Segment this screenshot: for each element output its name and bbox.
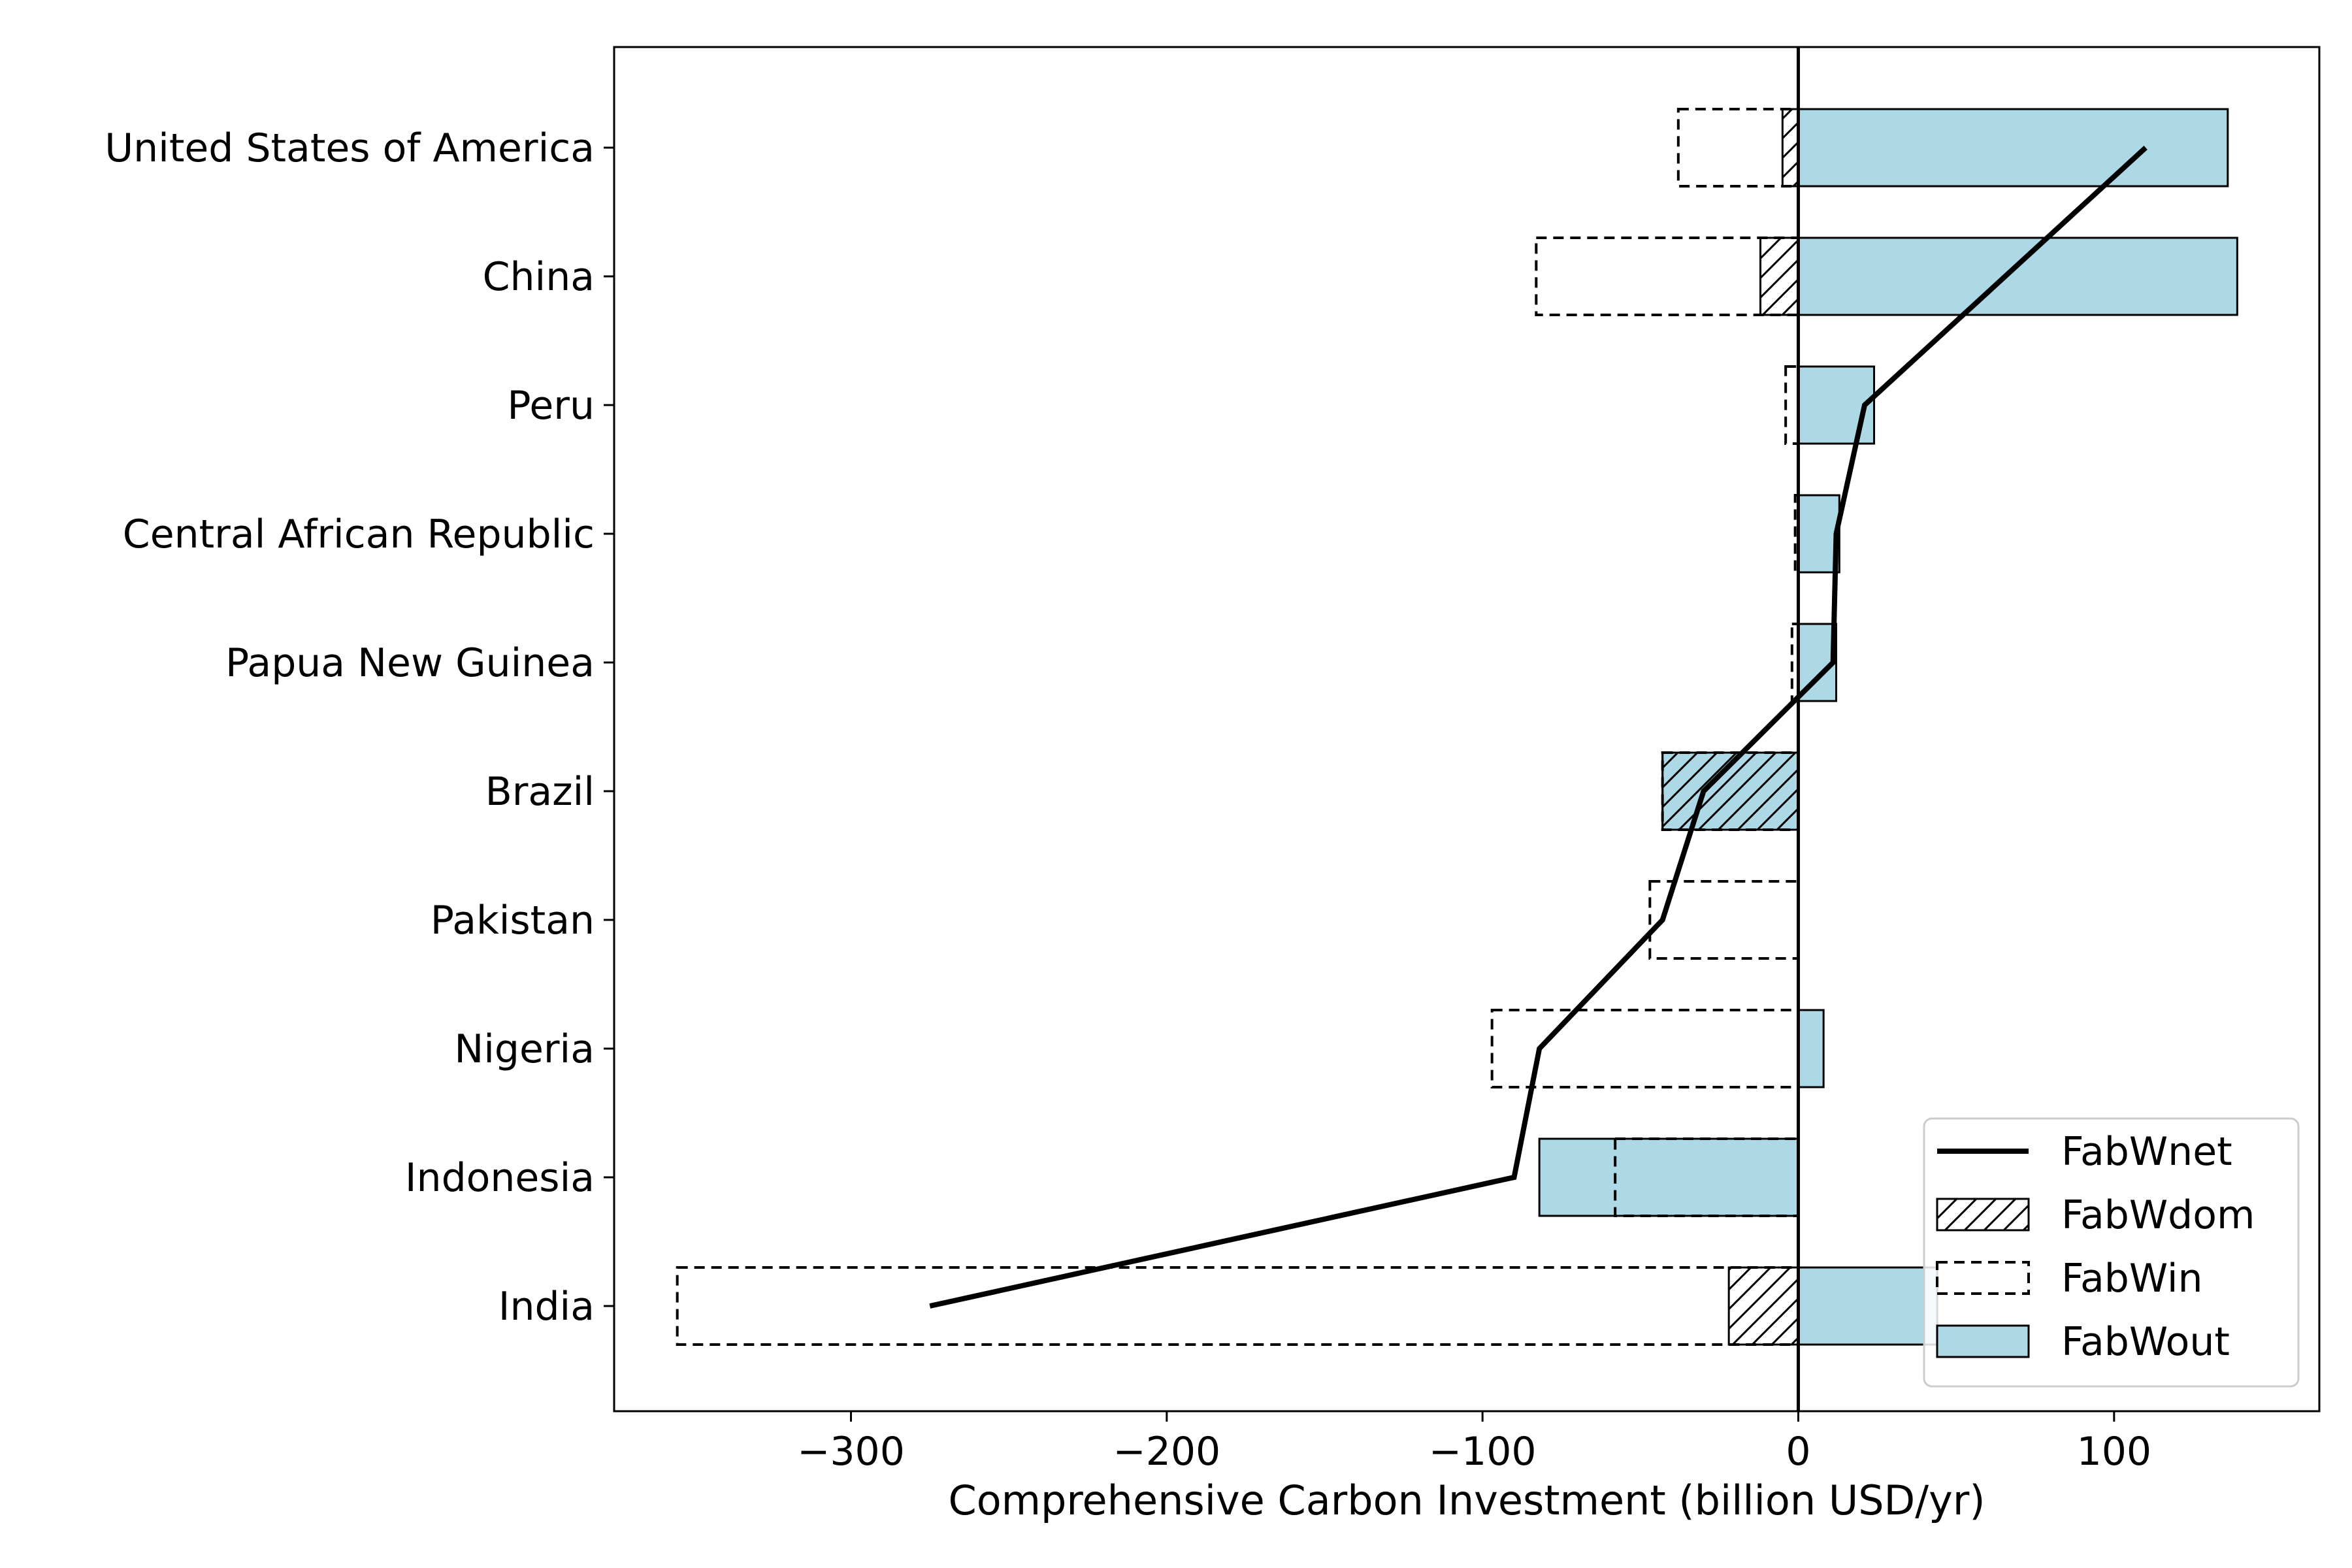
y-tick-label: India: [498, 1284, 595, 1330]
x-axis: −300 −200 −100 0 100: [797, 1411, 2151, 1475]
bar-fabwout-nigeria: [1797, 1009, 1825, 1088]
y-tick-label: Central African Republic: [123, 512, 595, 557]
y-tick-label: Peru: [507, 383, 595, 429]
y-tick-label: United States of America: [105, 125, 595, 171]
plot-area: [613, 46, 2321, 1413]
x-tick-label: 100: [2077, 1429, 2152, 1475]
x-tick-label: −200: [1113, 1429, 1220, 1475]
legend-label-fabwin: FabWin: [2061, 1256, 2203, 1301]
legend-swatch-fabwdom: [1936, 1198, 2030, 1232]
y-tick-label: Brazil: [485, 769, 595, 815]
y-axis: United States of America China Peru Central…: [105, 125, 614, 1330]
legend: FabWnet FabWdom FabWin FabWout: [1923, 1117, 2300, 1388]
bar-fabwdom-united-states-of-america: [1781, 108, 1799, 188]
x-tick-label: 0: [1786, 1429, 1810, 1475]
x-axis-label: Comprehensive Carbon Investment (billion…: [948, 1477, 1985, 1524]
y-tick-label: Pakistan: [431, 898, 595, 943]
plot-frame: [613, 46, 2321, 1413]
bar-fabwout-united-states-of-america: [1797, 108, 2229, 188]
legend-frame: [1923, 1117, 2300, 1388]
legend-swatch-fabwin: [1936, 1261, 2030, 1295]
fabwnet-line: [929, 146, 2148, 1309]
legend-label-fabwout: FabWout: [2061, 1319, 2230, 1365]
bar-fabwout-central-african-republic: [1797, 494, 1840, 574]
y-tick-label: China: [483, 254, 595, 300]
legend-label-fabwdom: FabWdom: [2061, 1192, 2255, 1238]
bar-fabwdom-india: [1727, 1266, 1800, 1346]
x-tick-label: −100: [1429, 1429, 1537, 1475]
y-tick-label: Indonesia: [405, 1155, 595, 1201]
y-tick-label: Papua New Guinea: [225, 640, 595, 686]
y-tick-label: Nigeria: [454, 1026, 595, 1072]
legend-label-fabwnet: FabWnet: [2061, 1129, 2232, 1175]
bar-fabwout-china: [1797, 237, 2238, 316]
bar-fabwout-india: [1797, 1266, 1938, 1346]
bar-fabwdom-china: [1759, 237, 1799, 316]
bar-fabwout-indonesia: [1538, 1137, 1800, 1217]
legend-swatch-fabwout: [1936, 1324, 2030, 1358]
x-tick-label: −300: [797, 1429, 905, 1475]
